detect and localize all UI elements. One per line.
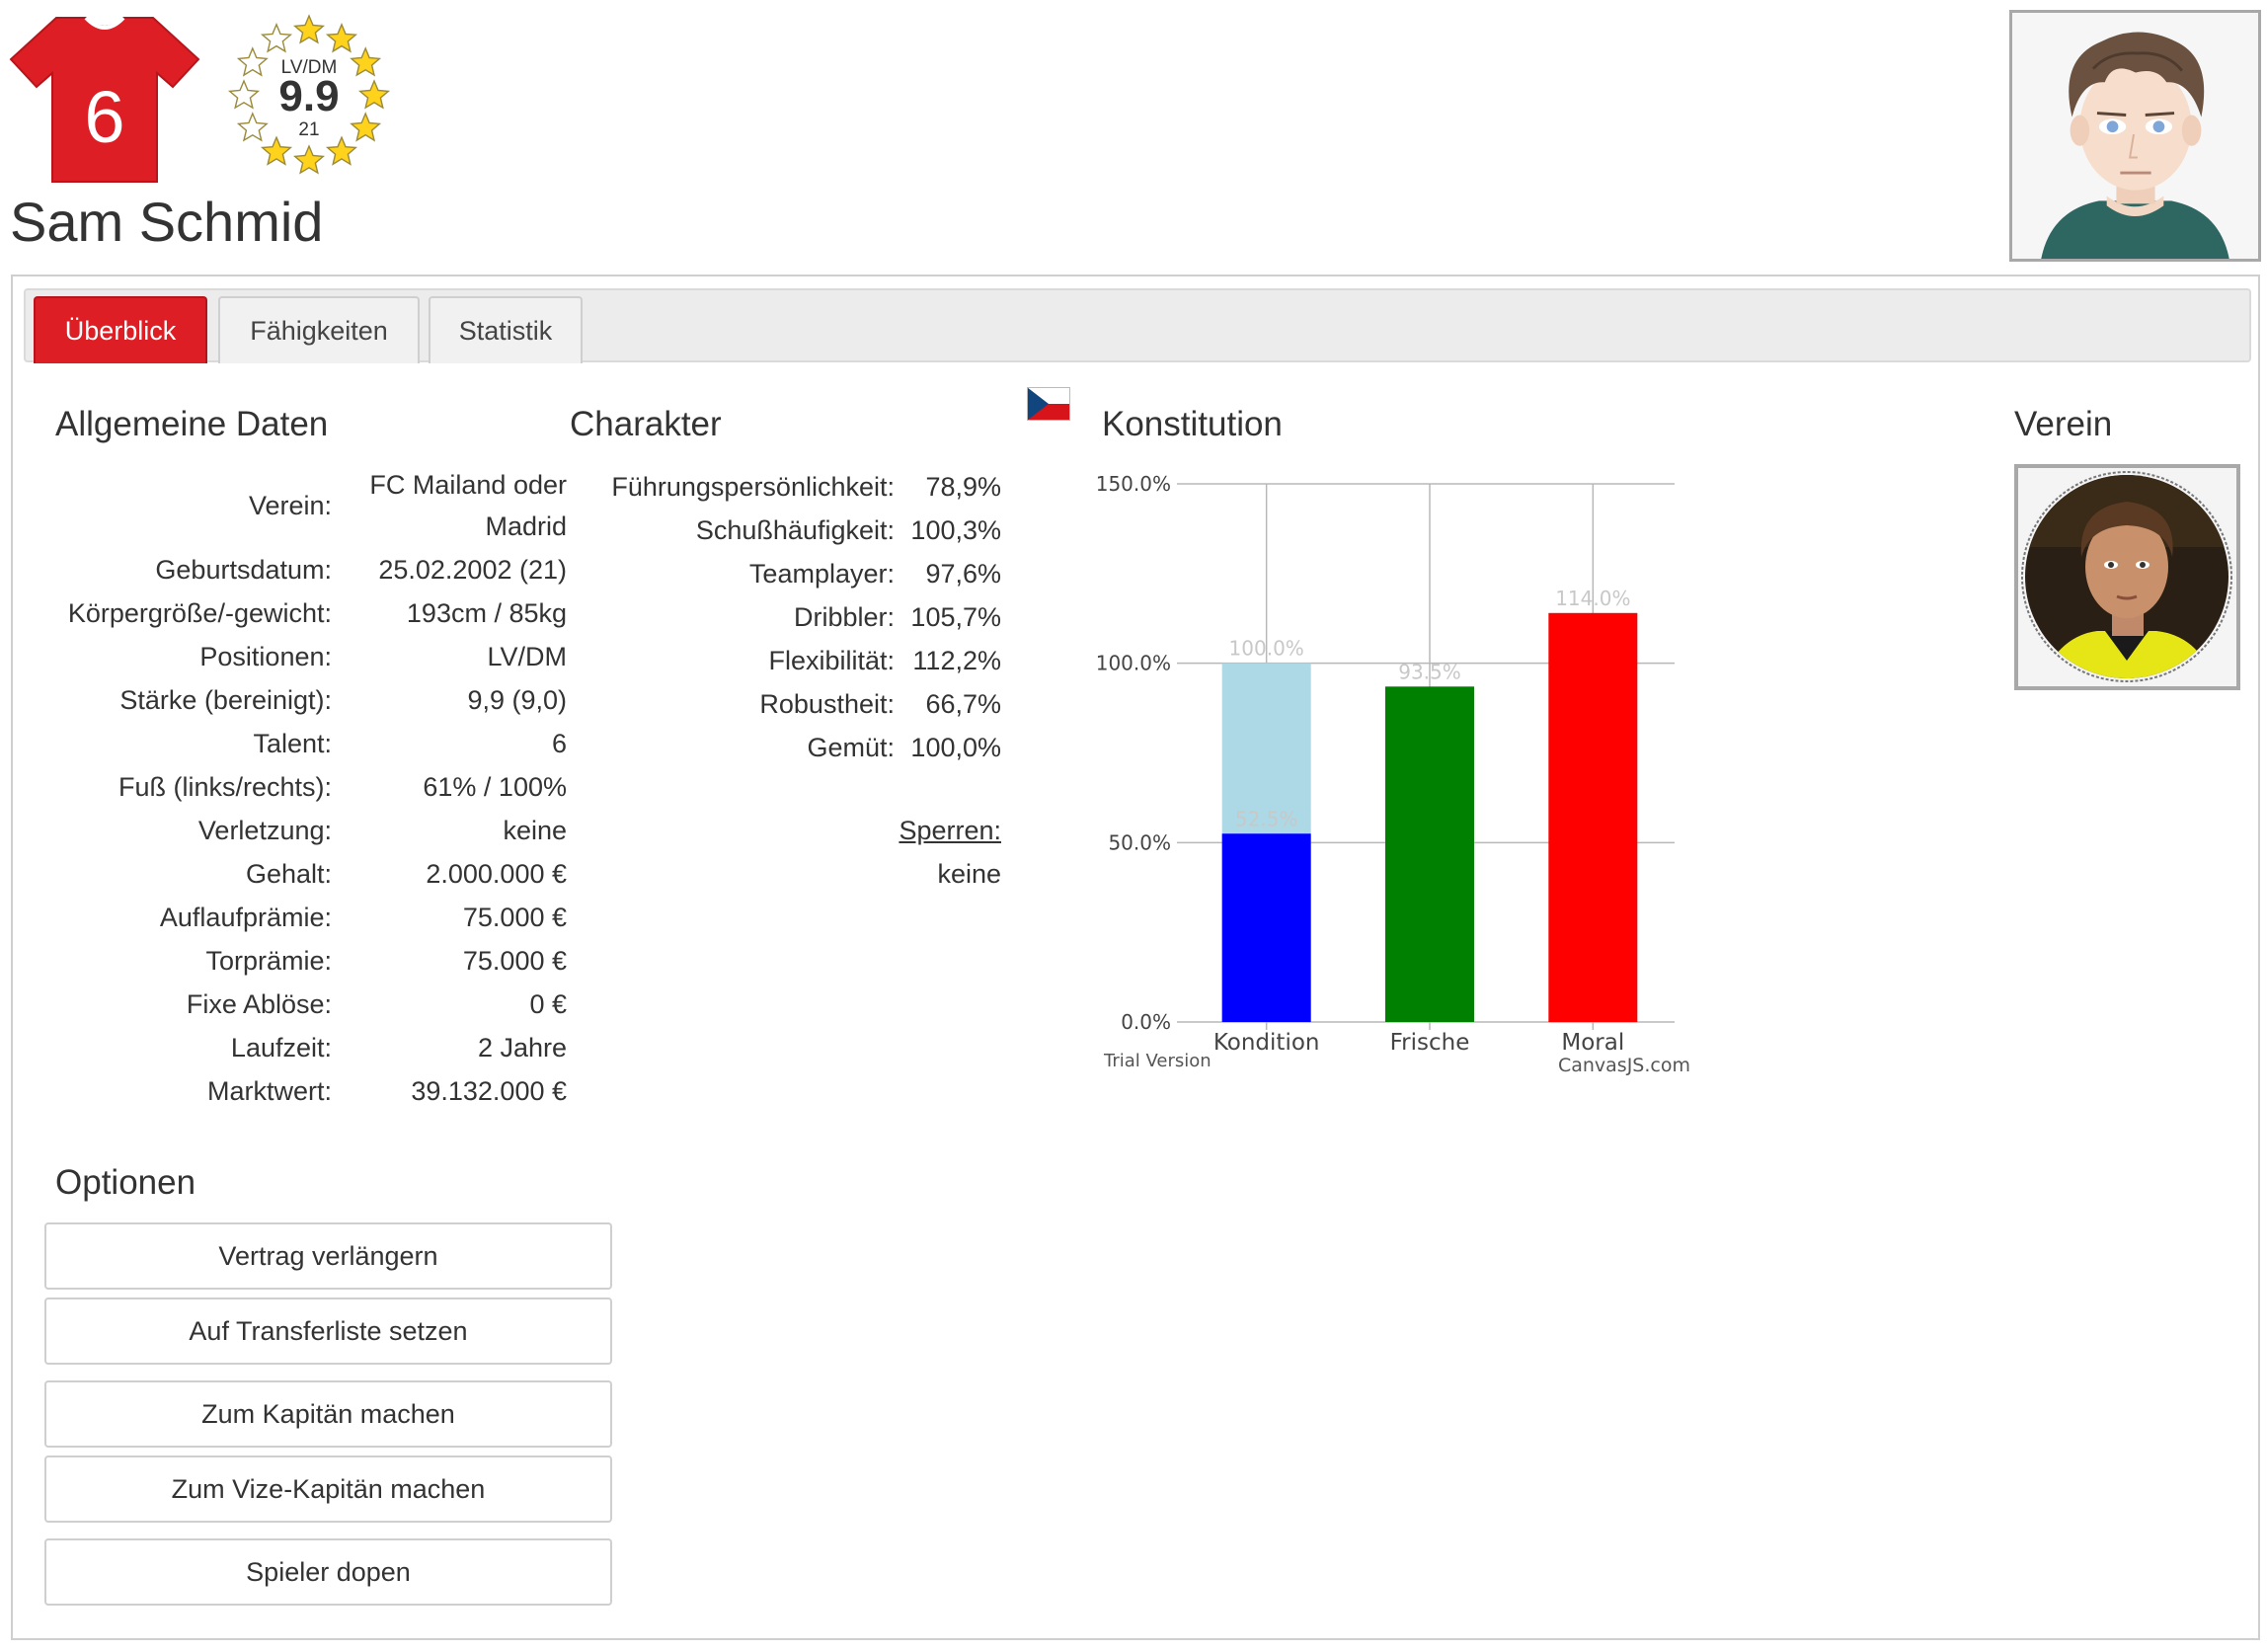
character-title: Charakter (570, 405, 722, 443)
row-value-market-value: 39.132.000 € (411, 1076, 567, 1106)
char-value-flexibility: 112,2% (912, 646, 1001, 675)
y-tick-label: 150.0% (1096, 472, 1171, 496)
y-tick-label: 0.0% (1121, 1010, 1171, 1034)
make-captain-button[interactable]: Zum Kapitän machen (44, 1380, 612, 1448)
row-value-height-weight: 193cm / 85kg (406, 598, 567, 628)
row-label-verein: Verein: (248, 491, 332, 520)
row-label-appearance-bonus: Auflaufprämie: (159, 903, 332, 932)
char-label-flexibility: Flexibilität: (768, 646, 895, 675)
extend-contract-button[interactable]: Vertrag verlängern (44, 1222, 612, 1290)
sperren-link[interactable]: Sperren: (899, 816, 1001, 845)
row-value-positions: LV/DM (487, 642, 567, 671)
transfer-list-button[interactable]: Auf Transferliste setzen (44, 1298, 612, 1365)
char-value-dribbler: 105,7% (910, 602, 1001, 632)
konstitution-title: Konstitution (1102, 405, 1283, 443)
x-tick-label: Kondition (1213, 1030, 1320, 1056)
x-tick-label: Frische (1390, 1030, 1470, 1056)
chart-watermark-trial: Trial Version (1103, 1051, 1212, 1071)
chart-watermark-canvasjs[interactable]: CanvasJS.com (1558, 1055, 1690, 1076)
club-logo[interactable] (2014, 464, 2240, 690)
row-label-market-value: Marktwert: (206, 1076, 332, 1106)
bar-moral (1548, 612, 1638, 1022)
star-icon (292, 14, 326, 44)
czech-flag-icon (1027, 387, 1070, 421)
row-label-salary: Gehalt: (245, 859, 332, 889)
row-value-goal-bonus: 75.000 € (462, 946, 567, 976)
char-label-shot-frequency: Schußhäufigkeit: (695, 515, 895, 545)
star-icon (227, 79, 261, 110)
char-value-teamplayer: 97,6% (925, 559, 1001, 589)
row-label-injury: Verletzung: (197, 816, 332, 845)
row-label-contract-length: Laufzeit: (230, 1033, 332, 1062)
row-value-birthdate: 25.02.2002 (21) (378, 555, 567, 585)
char-label-leadership: Führungspersönlichkeit: (611, 472, 895, 502)
general-data-title: Allgemeine Daten (55, 405, 329, 443)
row-value-contract-length: 2 Jahre (477, 1033, 567, 1062)
rating-badge: LV/DM9.921 (227, 14, 391, 175)
row-value-verein-line2[interactable]: Madrid (485, 511, 567, 541)
char-label-temper: Gemüt: (807, 733, 895, 762)
badge-age: 21 (298, 119, 319, 140)
char-label-robustness: Robustheit: (759, 689, 895, 719)
star-icon (260, 22, 293, 53)
row-value-appearance-bonus: 75.000 € (462, 903, 567, 932)
star-icon (236, 112, 269, 142)
row-label-strength: Stärke (bereinigt): (119, 685, 332, 715)
data-label: 52.5% (1235, 807, 1298, 830)
player-avatar (2009, 10, 2261, 262)
dope-player-button[interactable]: Spieler dopen (44, 1538, 612, 1606)
char-label-teamplayer: Teamplayer: (748, 559, 895, 589)
sperren-value: keine (937, 859, 1001, 889)
shirt-number: 6 (84, 76, 124, 158)
data-label: 93.5% (1398, 660, 1461, 683)
row-value-foot: 61% / 100% (423, 772, 567, 802)
star-icon (350, 46, 382, 77)
row-label-positions: Positionen: (199, 642, 332, 671)
konstitution-chart: 0.0% 50.0% 100.0% 150.0% Kondition Frische Mor… (1096, 472, 1690, 1076)
bar-frische (1385, 686, 1474, 1022)
badge-position: LV/DM (281, 57, 338, 78)
star-icon (292, 144, 326, 175)
data-label: 100.0% (1229, 637, 1304, 661)
options-title: Optionen (55, 1163, 196, 1202)
char-value-shot-frequency: 100,3% (910, 515, 1001, 545)
make-vice-captain-button[interactable]: Zum Vize-Kapitän machen (44, 1455, 612, 1523)
star-icon (260, 135, 293, 166)
star-icon (350, 112, 382, 142)
row-value-strength: 9,9 (9,0) (467, 685, 567, 715)
row-label-talent: Talent: (253, 729, 332, 758)
bar-kondition (1221, 833, 1311, 1022)
tab-ueberblick[interactable]: Überblick (34, 296, 207, 363)
shirt-icon: 6 (9, 16, 200, 183)
char-value-robustness: 66,7% (925, 689, 1001, 719)
badge-rating: 9.9 (278, 72, 339, 120)
row-label-fixed-fee: Fixe Ablöse: (186, 989, 332, 1019)
row-label-birthdate: Geburtsdatum: (155, 555, 332, 585)
row-value-fixed-fee: 0 € (529, 989, 567, 1019)
char-label-dribbler: Dribbler: (793, 602, 895, 632)
row-value-injury: keine (503, 816, 567, 845)
tab-bar: Überblick Fähigkeiten Statistik (24, 288, 2251, 363)
x-tick-label: Moral (1561, 1030, 1624, 1056)
star-icon (236, 46, 269, 77)
star-icon (357, 79, 391, 110)
row-label-height-weight: Körpergröße/-gewicht: (67, 598, 332, 628)
data-label: 114.0% (1555, 587, 1630, 610)
star-icon (325, 22, 358, 53)
tab-faehigkeiten[interactable]: Fähigkeiten (218, 296, 420, 363)
tab-statistik[interactable]: Statistik (429, 296, 583, 363)
row-value-talent: 6 (551, 729, 567, 758)
row-label-foot: Fuß (links/rechts): (117, 772, 332, 802)
star-icon (325, 135, 358, 166)
y-tick-label: 100.0% (1096, 652, 1171, 675)
player-name: Sam Schmid (10, 191, 324, 253)
row-label-goal-bonus: Torprämie: (205, 946, 332, 976)
char-value-temper: 100,0% (910, 733, 1001, 762)
verein-title: Verein (2014, 405, 2113, 443)
row-value-verein[interactable]: FC Mailand oder (369, 470, 567, 500)
y-tick-label: 50.0% (1108, 830, 1171, 854)
char-value-leadership: 78,9% (925, 472, 1001, 502)
row-value-salary: 2.000.000 € (426, 859, 567, 889)
